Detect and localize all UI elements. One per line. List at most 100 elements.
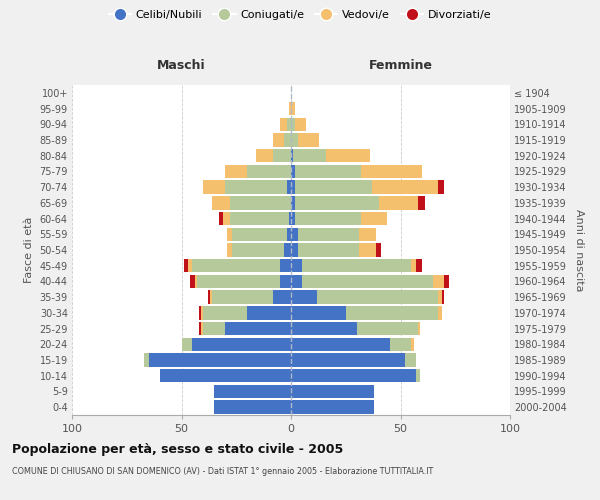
Bar [298,244,359,256]
Bar [346,306,438,320]
Bar [291,164,295,178]
Bar [247,164,291,178]
Bar [293,149,326,162]
Legend: Celibi/Nubili, Coniugati/e, Vedovi/e, Divorziati/e: Celibi/Nubili, Coniugati/e, Vedovi/e, Di… [104,6,496,25]
Bar [376,244,381,256]
Bar [280,259,291,272]
Bar [291,354,405,366]
Bar [219,212,223,225]
Bar [445,274,449,288]
Bar [230,196,291,209]
Bar [418,322,420,335]
Bar [295,180,372,194]
Bar [210,290,212,304]
Bar [298,228,359,241]
Bar [291,322,357,335]
Bar [438,180,444,194]
Bar [438,290,442,304]
Bar [197,274,280,288]
Bar [247,306,291,320]
Bar [194,274,197,288]
Bar [291,212,295,225]
Bar [379,196,418,209]
Bar [295,196,379,209]
Bar [291,338,389,351]
Bar [361,212,388,225]
Bar [208,290,210,304]
Bar [184,259,188,272]
Text: COMUNE DI CHIUSANO DI SAN DOMENICO (AV) - Dati ISTAT 1° gennaio 2005 - Elaborazi: COMUNE DI CHIUSANO DI SAN DOMENICO (AV) … [12,468,433,476]
Bar [361,164,422,178]
Text: Popolazione per età, sesso e stato civile - 2005: Popolazione per età, sesso e stato civil… [12,442,343,456]
Bar [442,290,444,304]
Bar [203,180,226,194]
Bar [223,212,230,225]
Bar [226,164,247,178]
Bar [160,369,291,382]
Bar [214,400,291,414]
Bar [193,259,280,272]
Bar [302,259,412,272]
Bar [227,228,232,241]
Y-axis label: Anni di nascita: Anni di nascita [574,208,584,291]
Bar [291,118,295,131]
Bar [298,134,319,146]
Bar [291,196,295,209]
Bar [302,274,433,288]
Bar [274,290,291,304]
Bar [289,102,291,115]
Bar [199,322,201,335]
Bar [256,149,274,162]
Bar [201,306,203,320]
Bar [357,322,418,335]
Bar [291,180,295,194]
Bar [144,354,149,366]
Text: Maschi: Maschi [157,60,206,72]
Bar [274,149,291,162]
Bar [212,196,230,209]
Bar [291,385,374,398]
Bar [226,322,291,335]
Bar [203,322,226,335]
Bar [295,118,307,131]
Bar [289,212,291,225]
Bar [291,400,374,414]
Bar [389,338,412,351]
Bar [284,244,291,256]
Bar [433,274,444,288]
Bar [418,196,425,209]
Bar [359,244,376,256]
Bar [291,259,302,272]
Bar [203,306,247,320]
Bar [326,149,370,162]
Bar [149,354,291,366]
Bar [232,228,287,241]
Bar [193,338,291,351]
Bar [182,338,193,351]
Bar [291,306,346,320]
Bar [359,228,376,241]
Bar [291,290,317,304]
Bar [416,259,422,272]
Bar [280,118,287,131]
Bar [214,385,291,398]
Bar [416,369,420,382]
Bar [295,164,361,178]
Bar [291,228,298,241]
Bar [405,354,416,366]
Bar [212,290,274,304]
Bar [291,244,298,256]
Bar [291,274,302,288]
Bar [230,212,289,225]
Bar [291,102,295,115]
Bar [274,134,284,146]
Bar [232,244,284,256]
Bar [287,228,291,241]
Bar [199,306,201,320]
Bar [412,338,413,351]
Bar [227,244,232,256]
Bar [201,322,203,335]
Bar [317,290,438,304]
Bar [188,259,193,272]
Bar [412,259,416,272]
